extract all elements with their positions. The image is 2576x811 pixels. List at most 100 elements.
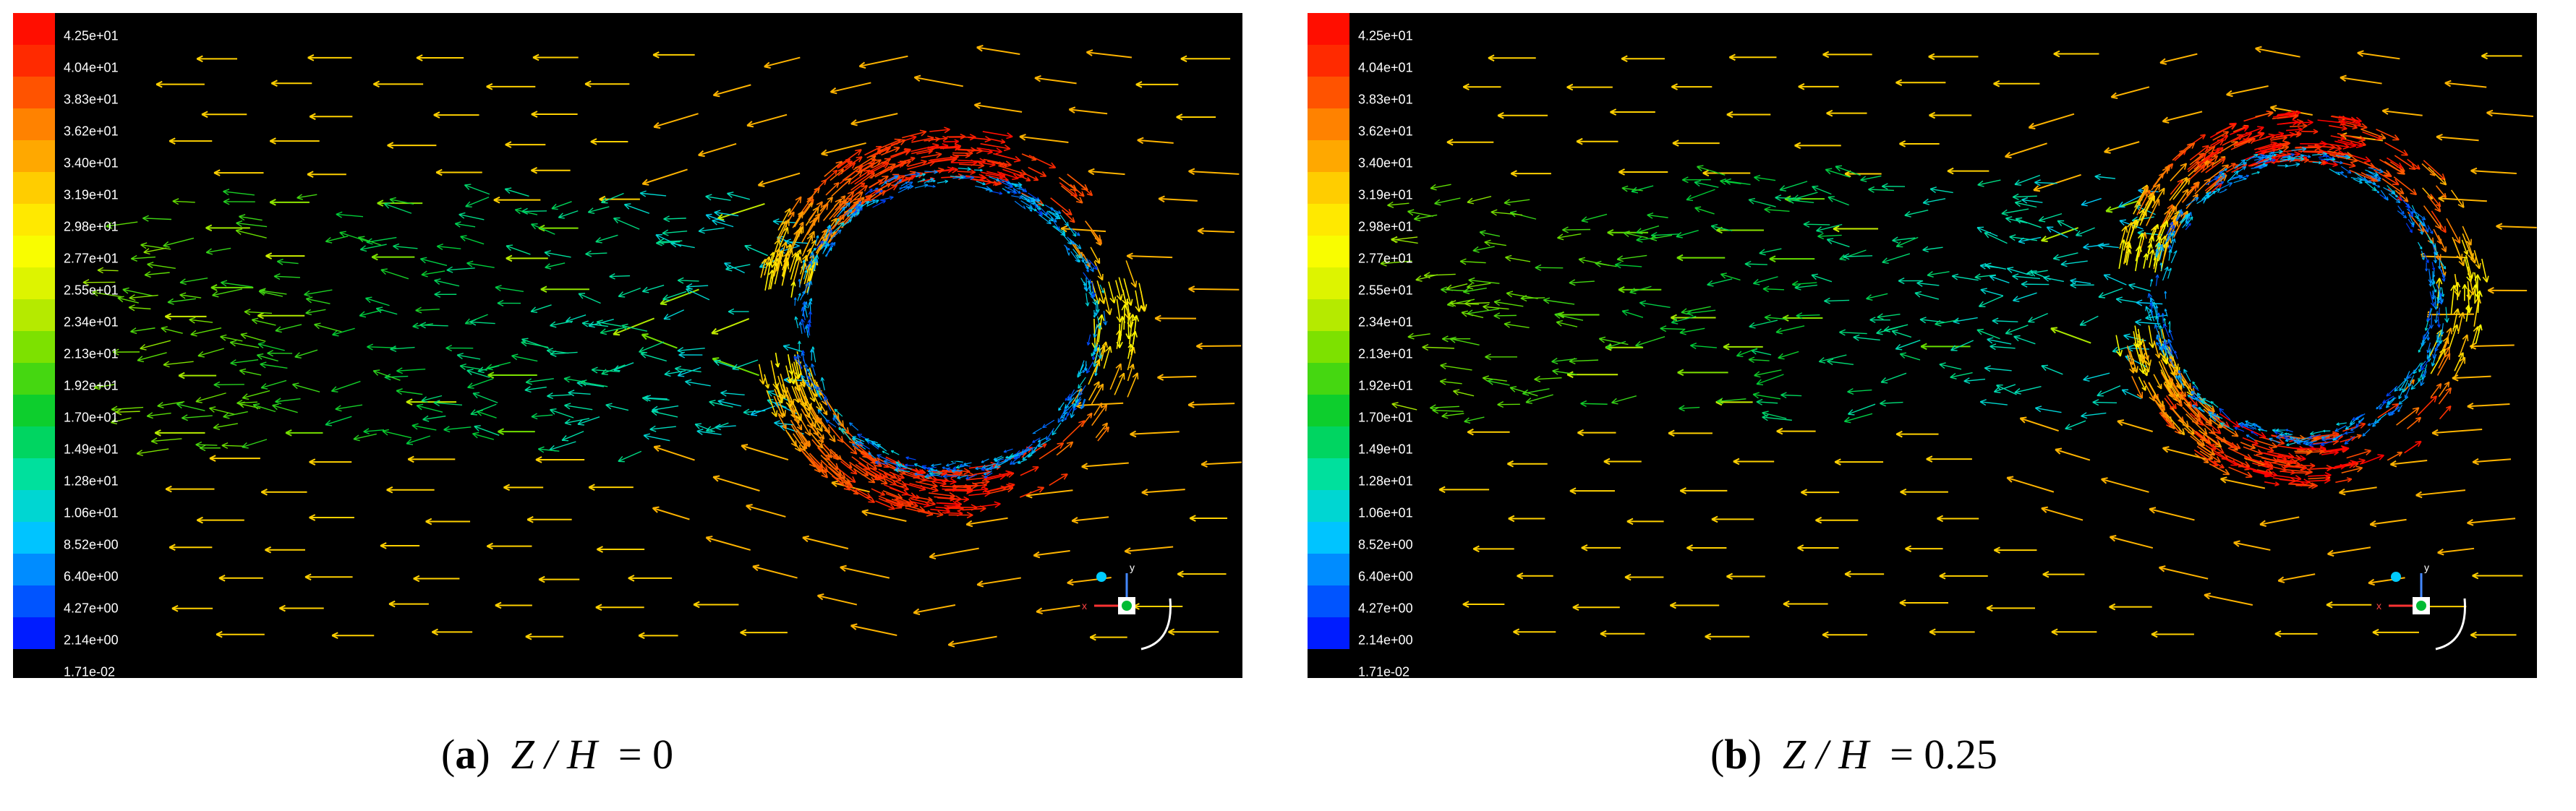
velocity-vector-head — [830, 91, 837, 95]
velocity-vector-head — [913, 501, 918, 507]
velocity-vector — [1065, 393, 1071, 401]
velocity-vector-head — [406, 439, 412, 445]
velocity-vector-head — [2135, 319, 2142, 323]
velocity-vector — [899, 181, 913, 190]
velocity-vector-head — [1980, 288, 1987, 291]
velocity-vector-head — [811, 202, 814, 207]
velocity-vector — [1021, 194, 1036, 202]
velocity-vector-head — [411, 423, 419, 426]
velocity-vector-head — [746, 124, 754, 128]
velocity-vector-head — [1506, 292, 1512, 298]
velocity-vector-head — [894, 469, 899, 473]
velocity-vector — [1762, 288, 1785, 291]
velocity-vector-head — [1407, 209, 1415, 213]
velocity-vector-head — [1046, 436, 1048, 440]
velocity-vector-head — [371, 253, 378, 258]
colorbar-tick-label: 2.77e+01 — [64, 251, 119, 266]
velocity-vector-head — [641, 395, 649, 399]
velocity-vector-head — [1780, 394, 1787, 399]
velocity-vector — [2014, 386, 2042, 393]
velocity-vector-head — [866, 463, 871, 471]
velocity-vector — [744, 245, 769, 257]
velocity-vector-head — [1754, 371, 1760, 377]
velocity-vector-head — [1566, 86, 1574, 91]
velocity-vector-head — [951, 166, 958, 171]
velocity-vector-head — [1044, 443, 1047, 448]
velocity-vector — [1069, 238, 1082, 249]
velocity-vector-head — [2060, 260, 2067, 265]
velocity-vector-head — [2326, 604, 2333, 609]
velocity-vector-head — [1929, 628, 1936, 633]
velocity-vector — [145, 272, 170, 276]
velocity-vector-head — [890, 166, 895, 173]
velocity-vector-head — [2368, 578, 2375, 584]
velocity-vector-head — [952, 468, 957, 471]
velocity-vector-head — [845, 202, 850, 205]
velocity-vector-head — [498, 431, 505, 435]
velocity-vector — [2185, 413, 2208, 435]
velocity-vector-head — [2053, 258, 2060, 261]
velocity-vector — [790, 419, 807, 446]
velocity-vector — [1509, 387, 1538, 397]
velocity-vector — [678, 280, 699, 282]
velocity-vector — [851, 456, 871, 471]
velocity-vector — [827, 401, 844, 427]
velocity-vector — [2382, 110, 2423, 116]
velocity-vector-head — [1631, 191, 1639, 194]
velocity-vector — [588, 206, 610, 213]
velocity-vector-head — [1434, 199, 1441, 205]
velocity-vector-head — [1764, 314, 1771, 318]
velocity-vector — [884, 472, 902, 481]
velocity-vector-head — [2226, 94, 2233, 98]
velocity-vector — [800, 432, 811, 447]
velocity-vector — [1063, 244, 1070, 251]
velocity-vector-head — [965, 523, 973, 528]
velocity-vector-head — [965, 520, 973, 525]
velocity-vector-head — [2006, 267, 2013, 273]
velocity-vector — [433, 402, 463, 406]
velocity-vector-head — [850, 625, 857, 630]
velocity-vector-head — [921, 160, 927, 166]
velocity-vector — [1099, 344, 1101, 359]
velocity-vector-head — [939, 483, 947, 486]
velocity-vector — [1159, 197, 1198, 202]
velocity-vector — [847, 213, 856, 224]
velocity-vector-head — [824, 179, 827, 185]
velocity-vector — [1711, 225, 1733, 232]
velocity-vector-head — [2472, 458, 2479, 463]
velocity-vector — [137, 448, 169, 455]
velocity-vector-head — [2117, 420, 2123, 426]
velocity-vector-head — [1101, 341, 1107, 347]
velocity-vector-head — [796, 227, 802, 233]
velocity-vector — [976, 181, 986, 185]
velocity-vector-head — [1822, 634, 1829, 639]
velocity-vector — [2110, 536, 2154, 549]
velocity-vector — [1016, 173, 1031, 181]
velocity-vector-head — [1488, 57, 1495, 62]
velocity-vector-head — [2327, 549, 2334, 555]
velocity-vector-head — [388, 603, 396, 608]
velocity-vector-head — [1694, 207, 1700, 213]
velocity-vector — [845, 156, 863, 169]
velocity-vector — [1505, 257, 1531, 262]
velocity-vector — [803, 231, 815, 253]
velocity-vector — [1072, 516, 1109, 522]
velocity-vector-head — [779, 425, 785, 432]
velocity-vector-head — [806, 248, 811, 252]
velocity-vector-head — [467, 387, 474, 389]
velocity-vector-head — [1441, 412, 1448, 417]
velocity-vector-head — [643, 434, 649, 440]
velocity-vector-head — [1993, 546, 2000, 552]
velocity-vector-head — [460, 236, 466, 241]
velocity-vector-head — [550, 353, 557, 357]
velocity-vector-head — [2038, 215, 2044, 221]
velocity-vector — [775, 352, 779, 368]
velocity-vector-head — [801, 307, 803, 312]
velocity-vector-head — [979, 160, 986, 165]
velocity-vector — [260, 379, 287, 389]
velocity-vector-head — [1020, 169, 1027, 175]
velocity-vector-head — [910, 171, 916, 173]
velocity-vector-head — [696, 430, 703, 435]
velocity-vector — [1028, 196, 1041, 202]
velocity-vector — [809, 301, 811, 314]
